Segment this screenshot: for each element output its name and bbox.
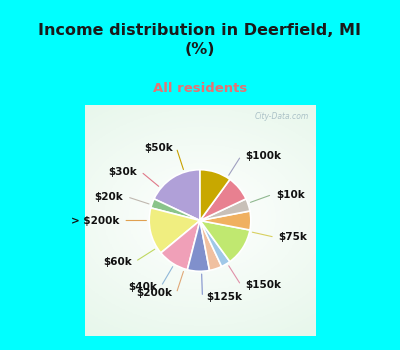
Text: $150k: $150k xyxy=(245,280,281,290)
Text: $10k: $10k xyxy=(276,189,305,200)
Text: $30k: $30k xyxy=(108,167,137,177)
Wedge shape xyxy=(151,199,200,220)
Wedge shape xyxy=(200,211,251,230)
Text: > $200k: > $200k xyxy=(71,216,120,225)
Text: $40k: $40k xyxy=(128,281,157,292)
Text: City-Data.com: City-Data.com xyxy=(254,112,308,121)
Wedge shape xyxy=(149,208,200,253)
Text: Income distribution in Deerfield, MI
(%): Income distribution in Deerfield, MI (%) xyxy=(38,23,362,57)
Text: All residents: All residents xyxy=(153,82,247,95)
Text: $75k: $75k xyxy=(278,232,308,242)
Text: $60k: $60k xyxy=(103,257,132,267)
Wedge shape xyxy=(200,220,250,261)
Wedge shape xyxy=(154,170,200,220)
Text: $20k: $20k xyxy=(95,192,123,202)
Text: $100k: $100k xyxy=(245,151,281,161)
Text: $50k: $50k xyxy=(144,142,173,153)
Wedge shape xyxy=(161,220,200,270)
Wedge shape xyxy=(200,170,230,220)
Text: $200k: $200k xyxy=(137,288,173,299)
Wedge shape xyxy=(200,199,250,220)
Wedge shape xyxy=(200,220,230,266)
Wedge shape xyxy=(200,220,222,271)
Wedge shape xyxy=(200,180,246,220)
Text: $125k: $125k xyxy=(206,292,242,302)
Wedge shape xyxy=(187,220,210,271)
